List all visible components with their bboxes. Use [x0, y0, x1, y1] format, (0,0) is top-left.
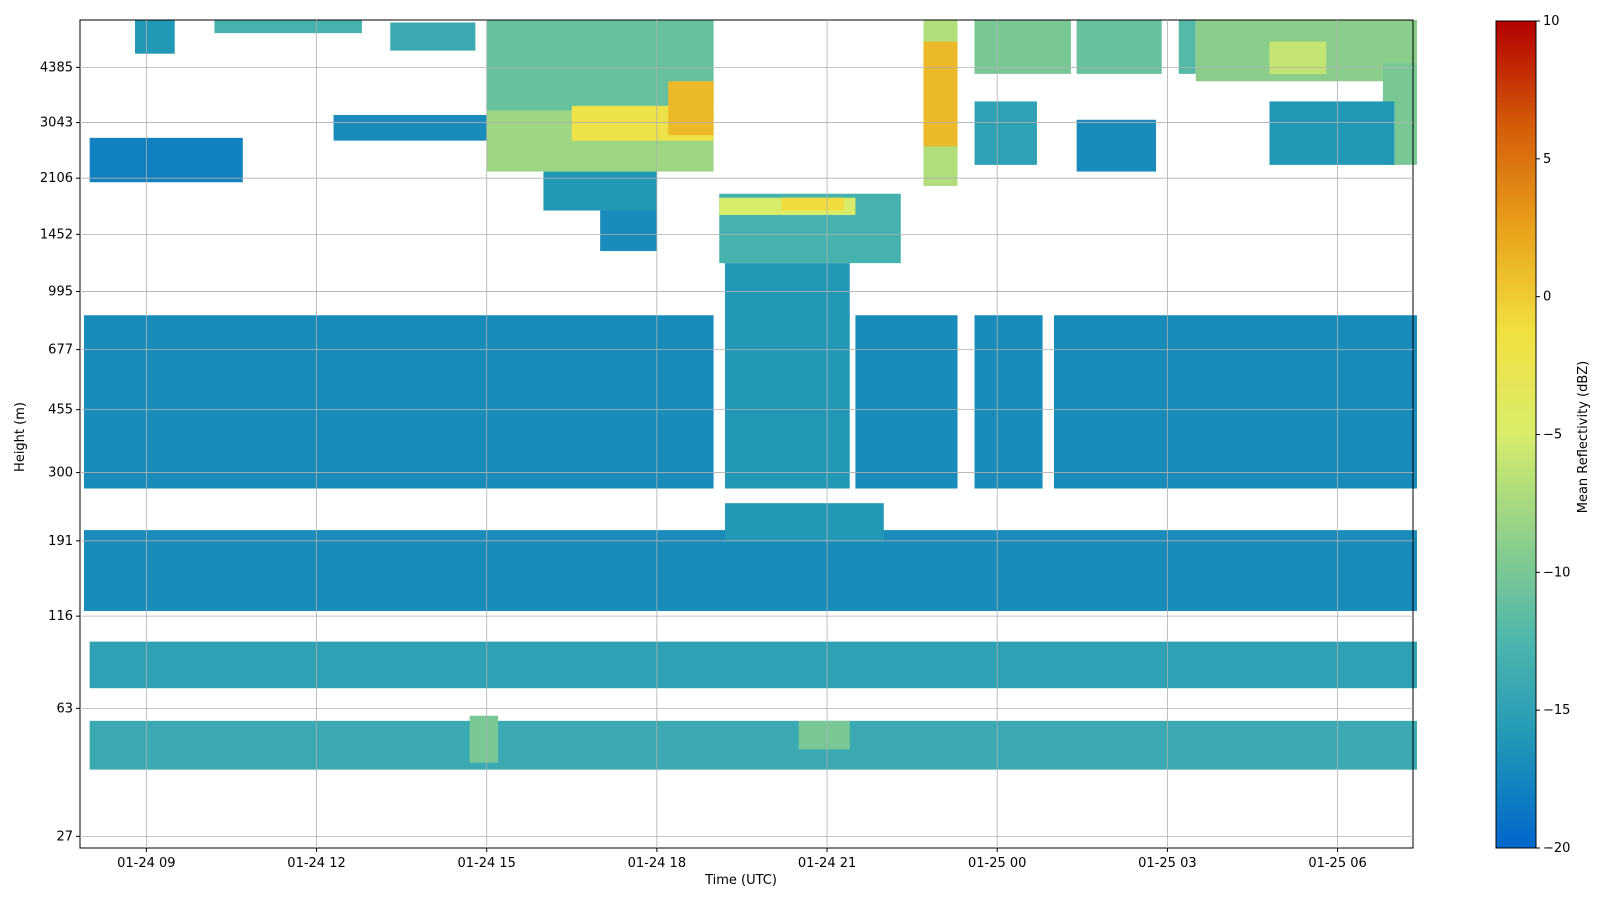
heatmap-region-25	[83, 315, 714, 489]
y-tick-label: 1452	[40, 227, 73, 242]
x-tick-label: 01-24 21	[798, 856, 856, 871]
grid-lines	[80, 20, 1413, 848]
heatmap-region-34	[469, 715, 499, 763]
y-tick-label: 116	[48, 609, 73, 624]
heatmap-region-26	[724, 263, 850, 489]
x-tick-label: 01-24 09	[117, 856, 175, 871]
colorbar-tick-label: −20	[1543, 841, 1570, 856]
colorbar-gradient	[1495, 20, 1537, 849]
colorbar-label: Mean Reflectivity (dBZ)	[1576, 361, 1591, 514]
heatmap-region-24	[1269, 101, 1395, 165]
heatmap-region-8	[668, 81, 714, 136]
y-tick-label: 677	[48, 343, 73, 358]
heatmap-region-18	[1076, 20, 1162, 74]
x-axis-label: Time (UTC)	[704, 873, 777, 888]
heatmap-region-2	[214, 20, 362, 34]
y-tick-label: 995	[48, 284, 73, 299]
heatmap-region-30	[83, 530, 1417, 612]
x-tick-label: 01-24 18	[628, 856, 686, 871]
colorbar-tick-label: −10	[1543, 565, 1570, 580]
heatmap-region-20	[1178, 20, 1196, 74]
y-tick-label: 455	[48, 403, 73, 418]
x-tick-label: 01-24 12	[287, 856, 345, 871]
heatmap-region-22	[1269, 41, 1327, 74]
heatmap-region-4	[390, 22, 476, 51]
heatmap-region-35	[798, 720, 850, 750]
y-tick-label: 191	[48, 534, 73, 549]
heatmap-region-33	[89, 720, 1417, 770]
colorbar-tick-label: 10	[1543, 14, 1560, 29]
x-tick-label: 01-25 06	[1308, 856, 1366, 871]
x-tick-label: 01-25 00	[968, 856, 1026, 871]
heatmap-region-19	[1076, 119, 1157, 172]
x-axis: 01-24 09 01-24 12 01-24 15 01-24 18 01-24 21…	[117, 848, 1367, 871]
heatmap-region-17	[974, 20, 1071, 74]
y-axis-label: Height (m)	[13, 402, 28, 472]
y-tick-label: 27	[56, 829, 73, 844]
heatmap-region-1	[135, 20, 175, 54]
heatmap-region-9	[543, 171, 657, 211]
heatmap-region-16	[974, 101, 1037, 165]
y-tick-label: 63	[56, 701, 73, 716]
heatmap-region-32	[89, 641, 1417, 689]
heatmap-region-29	[1053, 315, 1417, 489]
colorbar-tick-label: −15	[1543, 703, 1570, 718]
y-tick-label: 2106	[40, 171, 73, 186]
y-tick-label: 4385	[40, 60, 73, 75]
x-tick-label: 01-25 03	[1138, 856, 1196, 871]
y-axis: 27 63 116 191 300 455 677 995 1452 2106 3043 4385	[40, 60, 80, 844]
heatmap-region-0	[89, 137, 243, 183]
y-tick-label: 300	[48, 466, 73, 481]
heatmap-region-13	[781, 197, 845, 211]
x-tick-label: 01-24 15	[457, 856, 515, 871]
colorbar-tick-label: −5	[1543, 428, 1562, 443]
colorbar-tick-label: 0	[1543, 290, 1551, 305]
y-tick-label: 3043	[40, 116, 73, 131]
heatmap-region-28	[974, 315, 1043, 489]
colorbar-tick-label: 5	[1543, 152, 1551, 167]
heatmap-region-27	[855, 315, 958, 489]
heatmap-region-10	[600, 210, 657, 252]
heatmap-region-15	[923, 41, 958, 147]
plot-frame	[79, 19, 1414, 849]
plot-area	[79, 19, 1417, 849]
colorbar: 10 5 0 −5 −10 −15 −20	[1495, 14, 1570, 856]
heatmap-region-31	[724, 503, 884, 542]
